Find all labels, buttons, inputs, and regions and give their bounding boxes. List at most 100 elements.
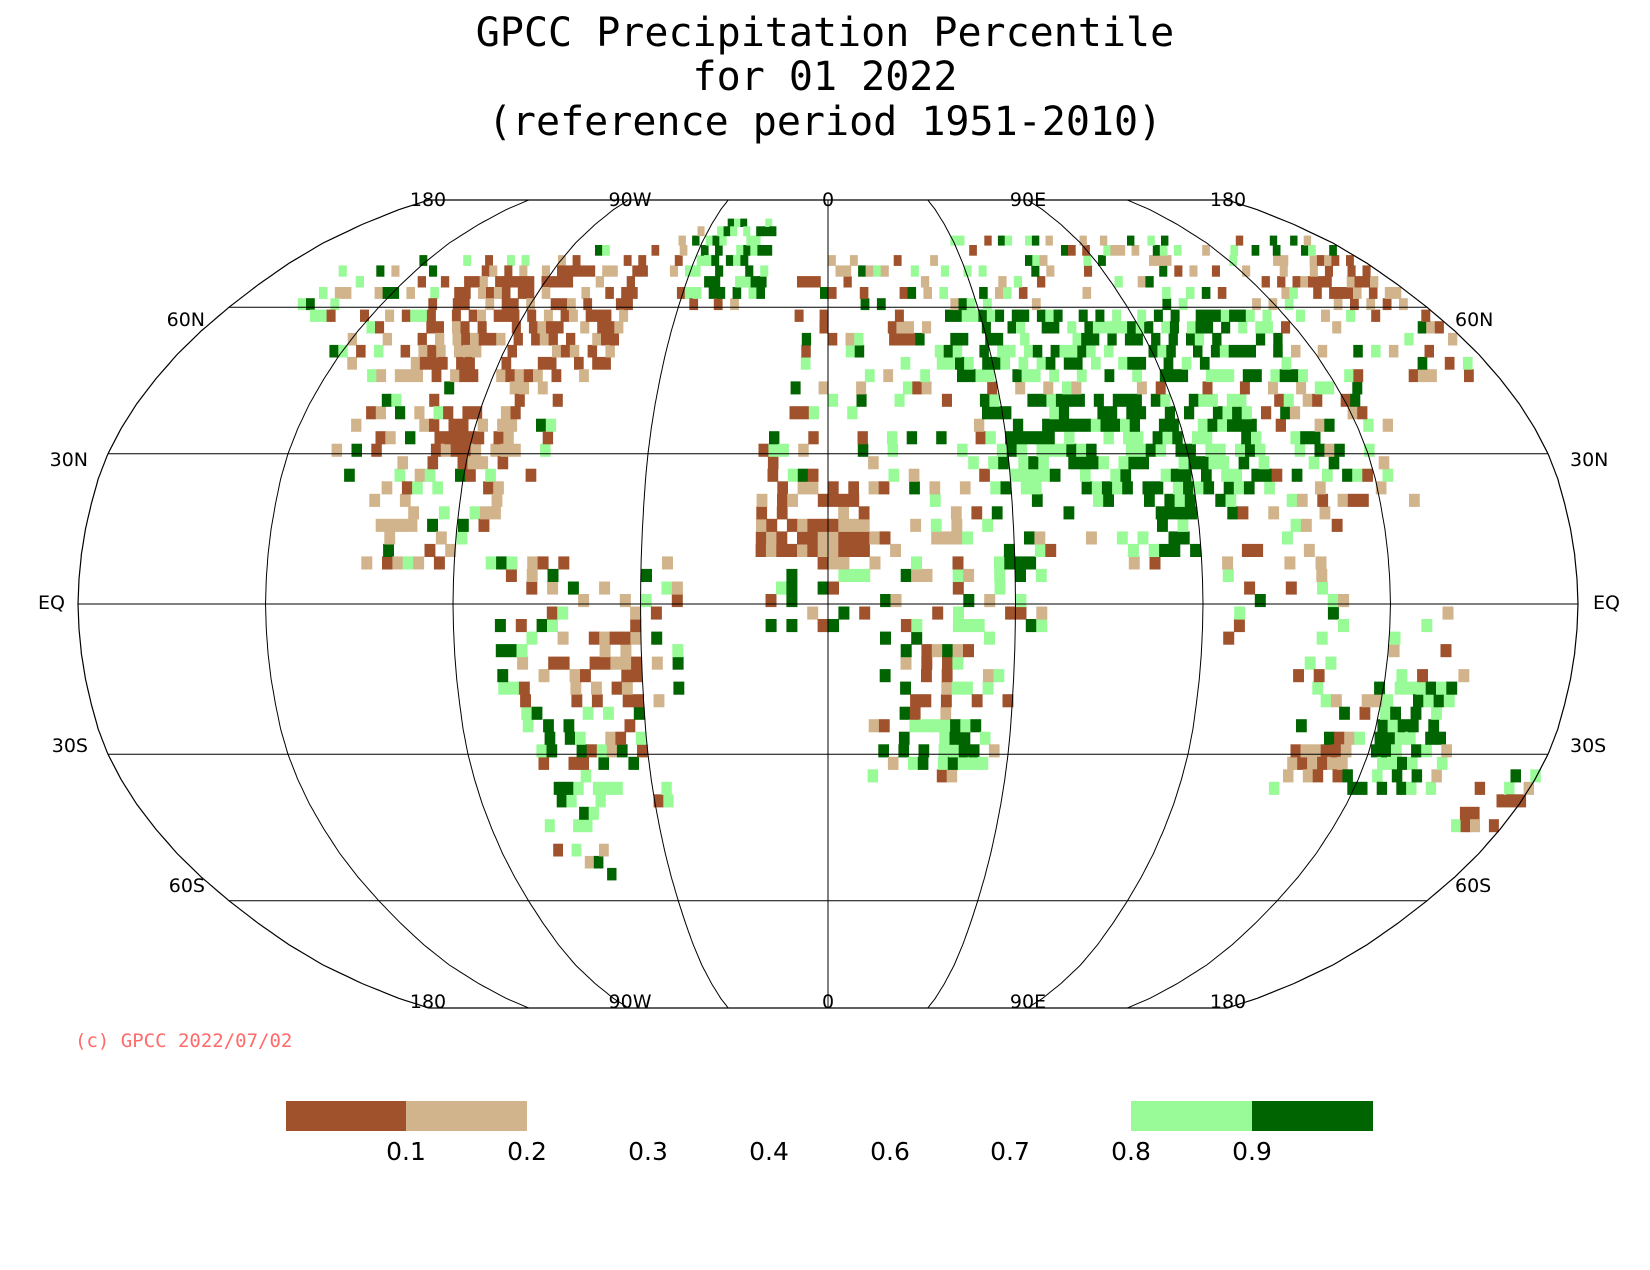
graticule <box>78 199 1578 1009</box>
precipitation-cell <box>671 581 683 595</box>
precipitation-cell <box>1110 468 1121 482</box>
precipitation-cell <box>1156 255 1165 266</box>
precipitation-cell <box>1153 309 1163 322</box>
precipitation-cell <box>848 568 860 582</box>
precipitation-cell <box>1118 356 1128 370</box>
precipitation-cell <box>1292 276 1301 288</box>
precipitation-cell <box>1417 321 1427 334</box>
precipitation-cell <box>1068 456 1079 470</box>
precipitation-cell <box>1005 606 1017 620</box>
precipitation-cell <box>1435 731 1446 745</box>
precipitation-cell <box>570 681 582 695</box>
precipitation-cell <box>1063 506 1075 520</box>
precipitation-cell <box>536 619 548 633</box>
precipitation-cell <box>880 594 892 608</box>
precipitation-cell <box>1183 481 1194 495</box>
precipitation-cell <box>546 321 556 334</box>
precipitation-cell <box>1131 393 1142 407</box>
precipitation-cell <box>1036 443 1047 457</box>
precipitation-cell <box>921 381 932 395</box>
precipitation-cell <box>1344 731 1355 745</box>
precipitation-cell <box>606 744 618 758</box>
precipitation-cell <box>360 309 369 322</box>
precipitation-cell <box>1188 393 1199 407</box>
precipitation-cell <box>1036 309 1046 322</box>
precipitation-cell <box>620 631 631 645</box>
precipitation-cell <box>929 481 941 495</box>
precipitation-cell <box>558 298 568 311</box>
precipitation-cell <box>909 706 921 720</box>
precipitation-cell <box>539 332 550 346</box>
precipitation-cell <box>994 568 1006 582</box>
precipitation-cell <box>1215 493 1227 507</box>
precipitation-cell <box>1362 468 1373 482</box>
precipitation-cell <box>1178 369 1189 383</box>
precipitation-cell <box>586 744 598 758</box>
precipitation-cell <box>1316 568 1328 582</box>
precipitation-cell <box>1425 681 1437 695</box>
precipitation-cell <box>1198 456 1210 470</box>
precipitation-cell <box>384 531 396 545</box>
precipitation-cell <box>1329 245 1337 256</box>
precipitation-cell <box>778 443 789 457</box>
precipitation-cell <box>991 406 1002 420</box>
precipitation-cell <box>828 393 839 407</box>
precipitation-cell <box>951 531 963 545</box>
precipitation-cell <box>1031 493 1043 507</box>
precipitation-cell <box>414 468 426 482</box>
precipitation-cell <box>413 369 423 383</box>
precipitation-cell <box>715 265 724 277</box>
precipitation-cell <box>1344 369 1354 383</box>
precipitation-cell <box>427 518 438 532</box>
precipitation-cell <box>1163 255 1172 266</box>
precipitation-cell <box>941 669 953 683</box>
precipitation-cell <box>1241 543 1253 557</box>
precipitation-cell <box>973 619 985 633</box>
precipitation-cell <box>1387 719 1399 733</box>
precipitation-cell <box>1324 443 1335 457</box>
precipitation-cell <box>692 265 701 277</box>
precipitation-cell <box>1135 321 1145 334</box>
precipitation-cell <box>573 819 584 833</box>
precipitation-cell <box>564 731 576 745</box>
precipitation-cell <box>594 309 603 322</box>
precipitation-cell <box>1173 245 1182 256</box>
precipitation-cell <box>1081 332 1091 346</box>
precipitation-cell <box>1238 321 1248 334</box>
bottom-longitude-labels: 180 90W 0 90E 180 <box>410 991 1246 1013</box>
precipitation-cell <box>1229 309 1239 322</box>
precipitation-cell <box>1067 321 1077 334</box>
precipitation-cell <box>1384 731 1396 745</box>
precipitation-cell <box>936 356 947 370</box>
precipitation-cell <box>1184 493 1196 507</box>
precipitation-cell <box>1315 276 1325 288</box>
precipitation-cell <box>998 456 1009 470</box>
precipitation-cell <box>419 255 428 266</box>
precipitation-cell <box>794 309 804 322</box>
precipitation-cell <box>456 356 466 370</box>
precipitation-cell <box>762 226 770 237</box>
precipitation-cell <box>661 581 673 595</box>
precipitation-cell <box>596 744 608 758</box>
precipitation-cell <box>1324 255 1332 266</box>
precipitation-cell <box>375 431 386 445</box>
precipitation-cell <box>537 556 549 570</box>
precipitation-cell <box>1004 235 1013 246</box>
precipitation-cell <box>621 669 633 683</box>
precipitation-cell <box>431 369 442 383</box>
precipitation-cell <box>344 468 355 482</box>
precipitation-cell <box>1152 481 1164 495</box>
precipitation-cell <box>692 287 702 299</box>
precipitation-cell <box>955 356 965 370</box>
precipitation-cell <box>1043 381 1054 395</box>
precipitation-cell <box>1016 321 1026 334</box>
precipitation-cell <box>489 265 498 277</box>
precipitation-cell <box>633 706 645 720</box>
precipitation-cell <box>921 656 933 670</box>
precipitation-cell <box>602 309 612 322</box>
precipitation-cell <box>959 481 971 495</box>
precipitation-cell <box>375 406 386 420</box>
precipitation-cell <box>704 255 712 266</box>
precipitation-cell <box>964 356 974 370</box>
precipitation-cell <box>1371 309 1381 322</box>
